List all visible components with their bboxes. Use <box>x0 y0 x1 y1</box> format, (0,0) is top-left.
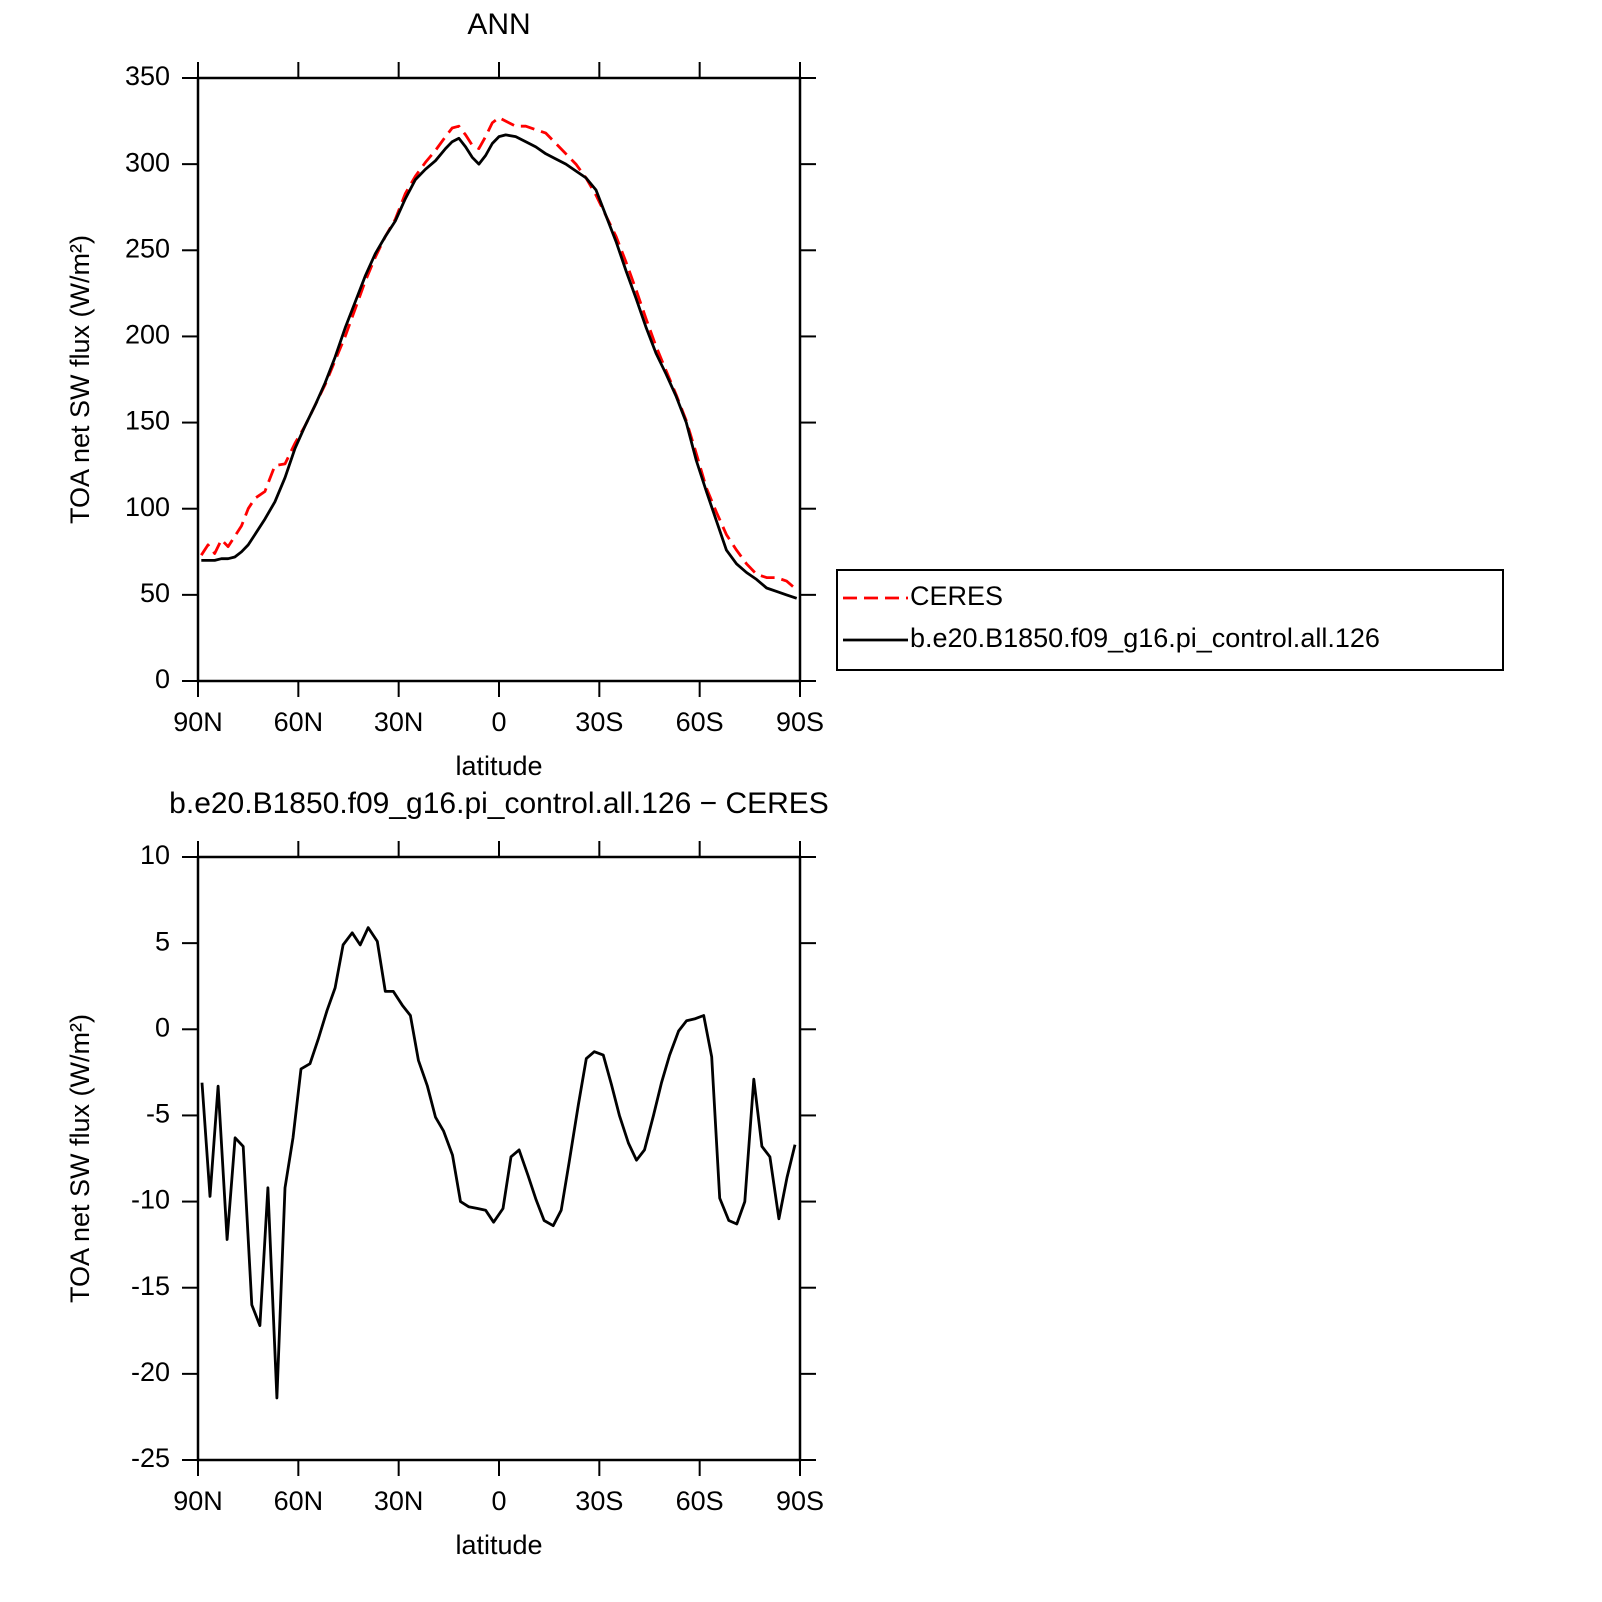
data-line <box>200 926 797 1400</box>
legend-label: b.e20.B1850.f09_g16.pi_control.all.126 <box>910 623 1380 653</box>
data-line <box>200 116 798 591</box>
y-tick-label: 250 <box>125 233 170 263</box>
plot-frame <box>196 76 802 683</box>
chart-title: ANN <box>467 8 530 41</box>
legend-box <box>836 569 1504 671</box>
y-tick-label: 350 <box>125 61 170 91</box>
y-tick-label: -20 <box>131 1357 170 1387</box>
y-axis-label: TOA net SW flux (W/m²) <box>65 1014 95 1303</box>
y-tick-label: -15 <box>131 1271 170 1301</box>
x-tick-label: 90S <box>776 1486 824 1516</box>
x-tick-label: 0 <box>491 1486 506 1516</box>
data-line <box>201 133 798 600</box>
x-axis-label: latitude <box>455 751 542 781</box>
x-tick-label: 30S <box>575 707 623 737</box>
y-tick-label: 300 <box>125 147 170 177</box>
y-tick-label: -25 <box>131 1443 170 1473</box>
x-tick-label: 90S <box>776 707 824 737</box>
x-tick-label: 60N <box>274 707 324 737</box>
y-tick-label: 0 <box>155 1012 170 1042</box>
y-tick-label: 50 <box>140 578 170 608</box>
x-tick-label: 60S <box>676 707 724 737</box>
y-tick-label: 10 <box>140 840 170 870</box>
y-tick-label: 200 <box>125 320 170 350</box>
x-tick-label: 30N <box>374 707 424 737</box>
x-tick-label: 60S <box>676 1486 724 1516</box>
y-tick-label: 150 <box>125 406 170 436</box>
y-axis-label: TOA net SW flux (W/m²) <box>65 235 95 524</box>
x-tick-label: 30N <box>374 1486 424 1516</box>
x-tick-label: 0 <box>491 707 506 737</box>
y-tick-label: 5 <box>155 926 170 956</box>
chart-title: b.e20.B1850.f09_g16.pi_control.all.126 −… <box>169 787 829 820</box>
legend-label: CERES <box>910 581 1003 611</box>
x-tick-label: 60N <box>274 1486 324 1516</box>
x-tick-label: 90N <box>173 1486 223 1516</box>
y-tick-label: 0 <box>155 664 170 694</box>
x-tick-label: 30S <box>575 1486 623 1516</box>
y-tick-label: -10 <box>131 1185 170 1215</box>
y-tick-label: 100 <box>125 492 170 522</box>
x-tick-label: 90N <box>173 707 223 737</box>
x-axis-label: latitude <box>455 1530 542 1560</box>
y-tick-label: -5 <box>146 1099 170 1129</box>
